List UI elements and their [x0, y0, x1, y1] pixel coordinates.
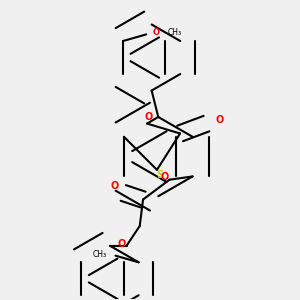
Text: O: O — [145, 112, 153, 122]
Text: O: O — [111, 181, 119, 191]
Text: CH₃: CH₃ — [93, 250, 107, 259]
Text: S: S — [157, 170, 164, 180]
Text: O: O — [160, 172, 169, 182]
Text: O: O — [153, 28, 160, 37]
Text: CH₃: CH₃ — [168, 28, 182, 37]
Text: O: O — [216, 115, 224, 125]
Text: O: O — [117, 239, 126, 249]
